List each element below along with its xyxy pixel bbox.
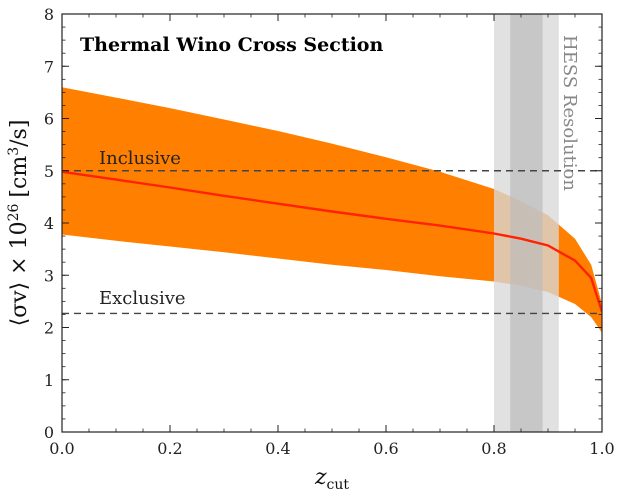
y-axis-title-units: [cm — [7, 156, 32, 198]
axes: 0.0 0.2 0.4 0.6 0.8 1.0 0 1 2 3 4 5 6 7 8 — [44, 5, 615, 458]
x-axis-title-sub: cut — [327, 477, 350, 493]
y-axis-title-main: ⟨σv⟩ × 10 — [7, 221, 32, 326]
y-axis-title: ⟨σv⟩ × 1026 [cm3/s] — [6, 120, 32, 327]
hess-band-1 — [510, 14, 543, 432]
x-tick-label: 0.2 — [157, 439, 182, 458]
x-axis-title-main: z — [314, 465, 327, 490]
series-line-0 — [62, 170, 602, 313]
exclusive-label: Exclusive — [99, 288, 186, 309]
y-tick-label: 0 — [44, 423, 54, 442]
x-tick-label: 0.6 — [373, 439, 398, 458]
y-tick-label: 1 — [44, 371, 54, 390]
y-tick-label: 5 — [44, 162, 54, 181]
x-tick-label: 0.8 — [481, 439, 506, 458]
y-tick-label: 7 — [44, 57, 54, 76]
y-tick-label: 8 — [44, 5, 54, 24]
y-axis-title-units-tail: /s] — [7, 120, 32, 147]
y-axis-title-exp: 26 — [6, 203, 22, 221]
x-tick-label: 0.4 — [265, 439, 290, 458]
y-tick-label: 4 — [44, 214, 54, 233]
x-tick-label: 1.0 — [589, 439, 614, 458]
plot-area — [62, 14, 602, 432]
y-tick-label: 2 — [44, 319, 54, 338]
inclusive-label: Inclusive — [99, 148, 181, 169]
x-axis-title: zcut — [314, 465, 349, 493]
x-tick-label: 0.0 — [49, 439, 74, 458]
chart-title: Thermal Wino Cross Section — [80, 34, 383, 56]
y-tick-label: 3 — [44, 266, 54, 285]
y-tick-label: 6 — [44, 110, 54, 129]
hess-resolution-label: HESS Resolution — [559, 35, 580, 191]
uncertainty-band — [62, 87, 602, 333]
y-axis-title-units-exp: 3 — [6, 147, 22, 156]
